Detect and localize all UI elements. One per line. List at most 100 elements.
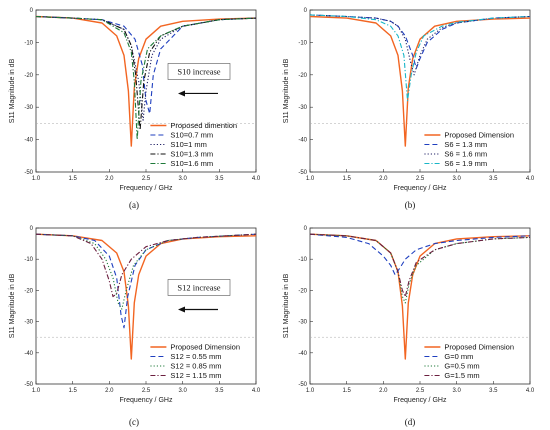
y-tick-label: -10 (24, 257, 33, 263)
x-tick-label: 3.5 (489, 388, 498, 394)
panel-caption: (b) (405, 200, 416, 210)
series-line-3 (309, 233, 531, 304)
legend-entry: Proposed Dimension (444, 131, 514, 140)
y-tick-label: -40 (24, 351, 33, 357)
x-tick-label: 1.5 (68, 176, 77, 182)
x-tick-label: 1.5 (68, 388, 77, 394)
y-axis-label: S11 Magnitude in dB (283, 58, 290, 123)
y-tick-label: -50 (298, 382, 307, 388)
y-tick-label: -30 (24, 320, 33, 326)
y-tick-label: 0 (304, 8, 308, 14)
y-tick-label: -50 (298, 170, 307, 176)
series-line-2 (309, 233, 531, 276)
legend-entry: S10=0.7 mm (170, 131, 213, 140)
y-tick-label: -10 (24, 40, 33, 46)
series-line-5 (35, 15, 257, 141)
chart-panel-3: 1.0 1.5 2.0 2.5 3.0 3.5 4.0 0 -10 -20 -30 -40 -50 Fre… (9, 226, 261, 427)
y-tick-label: -50 (24, 170, 33, 176)
x-tick-label: 2.0 (105, 176, 114, 182)
series-line-1 (309, 233, 531, 360)
chart-panel-4: 1.0 1.5 2.0 2.5 3.0 3.5 4.0 0 -10 -20 -30 -40 -50 Fre… (283, 226, 535, 427)
panel-caption: (a) (129, 200, 139, 210)
panel-caption: (c) (129, 417, 139, 427)
plot-frame (309, 227, 531, 385)
legend-entry: Proposed Dimension (444, 343, 514, 352)
annotation-box (167, 63, 231, 80)
y-axis-label: S11 Magnitude in dB (9, 58, 16, 123)
x-axis-label: Frequency / GHz (120, 185, 173, 192)
chart-panel-2: 1.0 1.5 2.0 2.5 3.0 3.5 4.0 0 -10 -20 -30 -40 -50 Fre… (283, 8, 535, 210)
annotation-text: S12 increase (177, 282, 220, 292)
y-tick-label: -40 (298, 351, 307, 357)
x-tick-label: 4.0 (526, 176, 535, 182)
y-tick-label: -40 (298, 138, 307, 144)
legend-entry: S10=1.6 mm (170, 159, 213, 168)
legend-entry: S6 = 1.3 mm (444, 140, 487, 149)
x-tick-label: 1.5 (342, 388, 351, 394)
legend-entry: G=1.5 mm (444, 371, 479, 380)
x-tick-label: 1.5 (342, 176, 351, 182)
y-tick-label: -30 (298, 320, 307, 326)
x-tick-label: 3.0 (178, 388, 187, 394)
x-tick-label: 3.0 (452, 176, 461, 182)
y-tick-label: -20 (24, 73, 33, 79)
x-tick-label: 3.0 (178, 176, 187, 182)
x-tick-label: 2.5 (142, 388, 151, 394)
annotation-arrowhead (178, 90, 185, 97)
y-tick-label: -30 (298, 105, 307, 111)
series-line-1 (309, 15, 531, 147)
legend-entry: S12 = 0.55 mm (170, 352, 221, 361)
series-line-2 (35, 233, 257, 329)
plot-frame (35, 9, 257, 173)
y-tick-label: -30 (24, 105, 33, 111)
y-axis-label: S11 Magnitude in dB (283, 273, 290, 338)
x-tick-label: 2.5 (416, 176, 425, 182)
x-tick-label: 2.0 (105, 388, 114, 394)
y-tick-label: -40 (24, 138, 33, 144)
y-tick-label: -10 (298, 257, 307, 263)
series-line-1 (35, 233, 257, 360)
legend-entry: S12 = 0.85 mm (170, 362, 221, 371)
x-tick-label: 1.0 (32, 176, 41, 182)
y-tick-label: -50 (24, 382, 33, 388)
x-tick-label: 2.5 (416, 388, 425, 394)
x-axis-label: Frequency / GHz (394, 185, 447, 192)
legend-entry: S10=1.3 mm (170, 150, 213, 159)
x-axis-label: Frequency / GHz (394, 397, 447, 404)
y-axis-label: S11 Magnitude in dB (9, 273, 16, 338)
x-tick-label: 1.0 (306, 176, 315, 182)
y-tick-label: -20 (24, 288, 33, 294)
x-tick-label: 3.5 (489, 176, 498, 182)
annotation-text: S10 increase (177, 66, 220, 76)
legend-entry: S6 = 1.6 mm (444, 150, 487, 159)
annotation-arrowhead (178, 306, 185, 313)
x-axis-label: Frequency / GHz (120, 397, 173, 404)
series-line-4 (309, 14, 531, 102)
legend-entry: Proposed dimention (170, 121, 237, 130)
legend-entry: S6 = 1.9 mm (444, 159, 487, 168)
x-tick-label: 3.0 (452, 388, 461, 394)
y-tick-label: -20 (298, 73, 307, 79)
panel-caption: (d) (405, 417, 416, 427)
x-tick-label: 3.5 (215, 176, 224, 182)
x-tick-label: 2.5 (142, 176, 151, 182)
x-tick-label: 4.0 (252, 388, 261, 394)
legend-entry: S12 = 1.15 mm (170, 371, 221, 380)
series-line-3 (35, 15, 257, 121)
plot-frame (309, 9, 531, 173)
y-tick-label: 0 (30, 8, 34, 14)
y-tick-label: 0 (304, 226, 308, 232)
x-tick-label: 1.0 (32, 388, 41, 394)
y-tick-label: 0 (30, 226, 34, 232)
x-tick-label: 2.0 (379, 388, 388, 394)
series-line-3 (309, 14, 531, 76)
legend-entry: G=0 mm (444, 352, 473, 361)
x-tick-label: 4.0 (252, 176, 261, 182)
x-tick-label: 3.5 (215, 388, 224, 394)
chart-panel-1: 1.0 1.5 2.0 2.5 3.0 3.5 4.0 0 -10 -20 -30 -40 -50 Fre… (9, 8, 261, 210)
series-line-1 (35, 15, 257, 147)
x-tick-label: 4.0 (526, 388, 535, 394)
annotation-box (167, 279, 231, 296)
y-tick-label: -10 (298, 40, 307, 46)
